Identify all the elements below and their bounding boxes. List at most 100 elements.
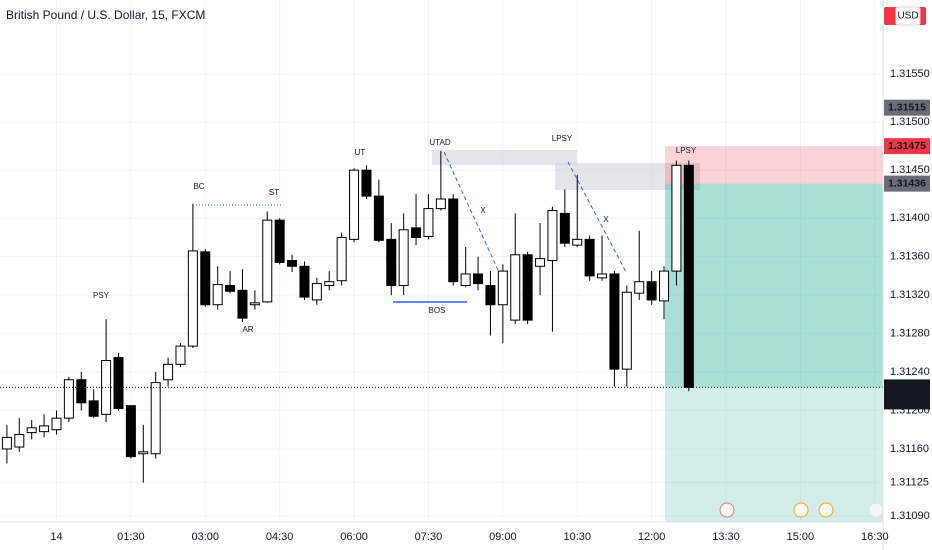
candle-body bbox=[336, 236, 347, 282]
countdown: 09:59 bbox=[891, 395, 917, 407]
price-label: 1.31224 bbox=[888, 381, 926, 393]
candle-body bbox=[150, 382, 161, 455]
event-icon[interactable] bbox=[793, 502, 809, 518]
chart-title: British Pound / U.S. Dollar, 15, FXCM bbox=[6, 8, 205, 22]
y-tick-label: 1.31320 bbox=[890, 289, 930, 301]
candle-body bbox=[212, 284, 223, 306]
candle-body bbox=[262, 219, 273, 303]
candle-body bbox=[522, 254, 533, 321]
candle-body bbox=[287, 260, 298, 267]
price-label-bg bbox=[884, 379, 930, 410]
price-axis bbox=[883, 0, 932, 550]
candle-body bbox=[349, 169, 360, 240]
candle-body bbox=[386, 238, 397, 287]
annotation: ST bbox=[269, 188, 279, 197]
candle-body bbox=[88, 400, 99, 417]
price-label-bg bbox=[884, 175, 930, 192]
candle-body bbox=[646, 281, 657, 301]
candle-body bbox=[621, 291, 632, 370]
candle-body bbox=[175, 345, 186, 365]
candle-body bbox=[51, 417, 62, 431]
x-tick-label: 13:30 bbox=[712, 531, 740, 543]
annotation: BOS bbox=[429, 306, 446, 315]
candle-body bbox=[572, 238, 583, 246]
currency[interactable]: USD bbox=[897, 11, 918, 22]
profit-zone bbox=[665, 387, 883, 522]
x-tick-label: 12:00 bbox=[638, 531, 666, 543]
candle-body bbox=[411, 227, 422, 238]
candle-body bbox=[361, 169, 372, 197]
stop-zone bbox=[665, 146, 883, 184]
x-tick-label: 10:30 bbox=[563, 531, 591, 543]
candle-body bbox=[1, 436, 12, 450]
event-icon[interactable] bbox=[818, 502, 834, 518]
candle-body bbox=[584, 238, 595, 277]
candle-body bbox=[448, 198, 459, 283]
x-tick-label: 16:30 bbox=[861, 531, 889, 543]
currency-button[interactable] bbox=[895, 6, 921, 26]
candle-body bbox=[249, 302, 260, 306]
annotation: AR bbox=[242, 325, 253, 334]
price-label: 1.31475 bbox=[888, 140, 926, 152]
x-tick-label: 07:30 bbox=[415, 531, 443, 543]
candle-body bbox=[63, 379, 74, 419]
annotation: X bbox=[480, 206, 486, 215]
annotation: UTAD bbox=[429, 138, 450, 147]
x-tick-label: 14 bbox=[50, 531, 62, 543]
candle-body bbox=[26, 427, 37, 434]
x-tick-label: 15:00 bbox=[787, 531, 815, 543]
y-tick-label: 1.31125 bbox=[890, 476, 929, 488]
event-icon[interactable] bbox=[719, 502, 735, 518]
price-label-bg bbox=[884, 99, 930, 116]
candle-body bbox=[324, 281, 335, 287]
x-tick-label: 04:30 bbox=[266, 531, 294, 543]
time-axis bbox=[0, 522, 883, 550]
candle-body bbox=[125, 405, 136, 458]
candle-body bbox=[671, 164, 682, 272]
candle-body bbox=[113, 357, 124, 410]
candle-body bbox=[659, 270, 670, 302]
supply-zone bbox=[432, 150, 577, 165]
candle-body bbox=[187, 250, 198, 347]
candle-body bbox=[460, 273, 471, 287]
x-tick-label: 01:30 bbox=[117, 531, 145, 543]
candle-body bbox=[200, 251, 211, 306]
candle-body bbox=[535, 258, 546, 267]
candle-body bbox=[597, 273, 608, 279]
profit-zone bbox=[665, 183, 883, 388]
candle-body bbox=[138, 451, 149, 455]
y-tick-label: 1.31360 bbox=[890, 251, 930, 263]
candle-body bbox=[423, 208, 434, 237]
candle-body bbox=[609, 273, 620, 370]
annotation: PSY bbox=[93, 291, 110, 300]
x-tick-label: 03:00 bbox=[192, 531, 220, 543]
candle-body bbox=[473, 273, 484, 285]
candle-body bbox=[237, 289, 248, 319]
price-label: 1.31436 bbox=[888, 177, 926, 189]
candle-body bbox=[547, 210, 558, 262]
y-tick-label: 1.31500 bbox=[890, 116, 930, 128]
y-tick-label: 1.31280 bbox=[890, 327, 930, 339]
candle-body bbox=[311, 283, 322, 301]
y-tick-label: 1.31240 bbox=[890, 366, 930, 378]
candle-body bbox=[101, 359, 112, 415]
candle-body bbox=[39, 425, 50, 433]
x-tick-label: 06:00 bbox=[340, 531, 368, 543]
y-tick-label: 1.31550 bbox=[890, 68, 930, 80]
candle-body bbox=[398, 229, 409, 287]
candle-body bbox=[634, 281, 645, 294]
annotation: BC bbox=[193, 182, 204, 191]
candle-body bbox=[76, 379, 87, 404]
price-label: 1.31515 bbox=[888, 101, 926, 113]
candle-body bbox=[14, 434, 25, 448]
event-icon[interactable] bbox=[868, 502, 884, 518]
candle-body bbox=[435, 198, 446, 210]
candle-body bbox=[559, 212, 570, 244]
candle-body bbox=[373, 195, 384, 241]
candle-body bbox=[299, 265, 310, 298]
candle-body bbox=[225, 285, 236, 292]
annotation: UT bbox=[355, 148, 366, 157]
y-tick-label: 1.31090 bbox=[890, 510, 930, 522]
annotation: LPSY bbox=[676, 146, 697, 155]
